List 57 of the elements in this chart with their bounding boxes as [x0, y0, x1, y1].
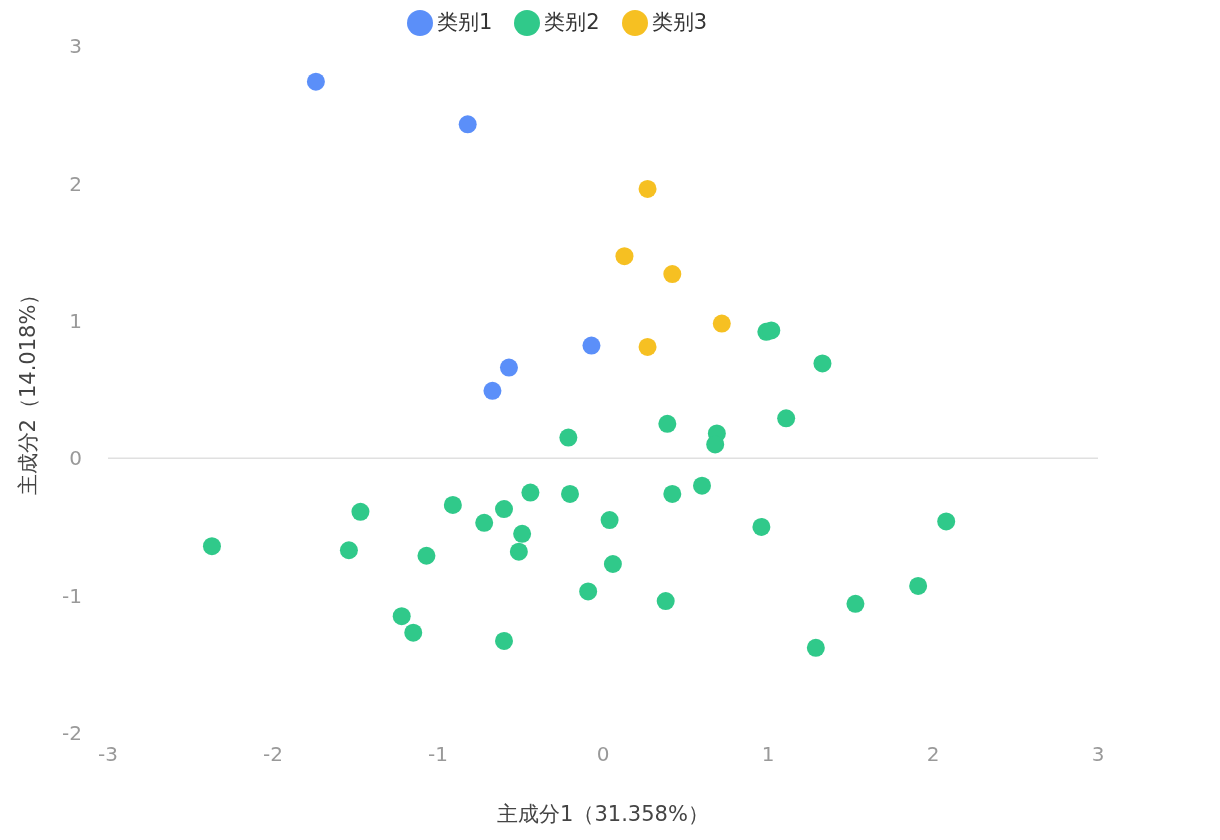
point [846, 594, 865, 613]
point [475, 513, 494, 532]
point [483, 381, 502, 400]
y-tick-label: -2 [62, 721, 82, 746]
point [603, 555, 622, 573]
point [777, 409, 796, 428]
x-tick-label: 2 [926, 742, 940, 767]
point [417, 546, 436, 565]
y-tick-label: 3 [69, 34, 82, 59]
point [656, 592, 675, 611]
point [937, 512, 956, 531]
x-tick-label: 1 [761, 742, 775, 767]
y-tick-label: 1 [69, 308, 82, 333]
point [306, 72, 325, 91]
point [712, 314, 731, 333]
point [509, 542, 528, 561]
point [392, 607, 411, 626]
point [579, 582, 598, 601]
x-tick-label: 0 [596, 742, 610, 767]
x-tick-label: 3 [1091, 742, 1105, 767]
point [658, 414, 677, 433]
point [499, 358, 518, 377]
point [663, 484, 682, 503]
y-tick-label: -1 [62, 583, 82, 608]
point [582, 336, 601, 355]
point [458, 115, 477, 134]
x-tick-label: -1 [428, 742, 448, 767]
point [559, 428, 578, 447]
point [663, 265, 682, 284]
point [693, 476, 711, 495]
point [752, 517, 771, 536]
point [202, 537, 221, 556]
point [813, 354, 832, 373]
point [495, 631, 513, 650]
point [339, 541, 358, 560]
legend-label: 类别1 [436, 10, 493, 34]
point [404, 623, 423, 642]
y-axis-title: 主成分2（14.018%） [16, 283, 41, 496]
x-tick-label: -2 [263, 742, 283, 767]
legend-label: 类别3 [651, 10, 708, 34]
point [615, 247, 634, 266]
y-tick-label: 2 [69, 171, 82, 196]
legend-label: 类别2 [544, 10, 600, 34]
point [495, 500, 513, 519]
point [513, 524, 532, 543]
y-tick-label: 0 [69, 446, 82, 471]
point [806, 638, 825, 657]
x-axis-title: 主成分1（31.358%） [497, 802, 709, 826]
point [351, 502, 370, 521]
point [600, 511, 619, 530]
point [638, 179, 657, 198]
point [443, 495, 462, 514]
point [909, 576, 928, 595]
point [638, 337, 657, 356]
x-tick-label: -3 [98, 742, 118, 767]
point [561, 484, 579, 503]
point [521, 483, 540, 502]
